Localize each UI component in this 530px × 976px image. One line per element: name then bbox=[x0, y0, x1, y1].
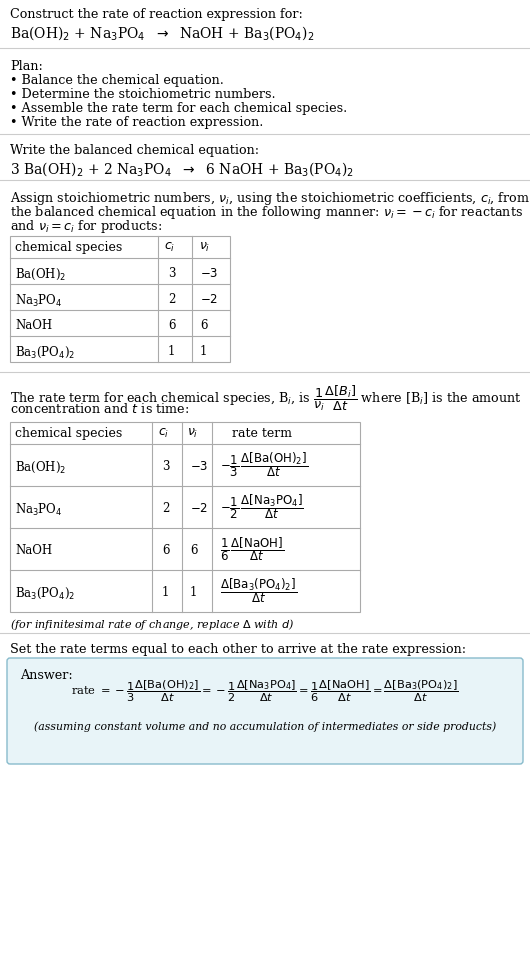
Text: Construct the rate of reaction expression for:: Construct the rate of reaction expressio… bbox=[10, 8, 303, 21]
Text: Na$_3$PO$_4$: Na$_3$PO$_4$ bbox=[15, 502, 63, 518]
Text: • Balance the chemical equation.: • Balance the chemical equation. bbox=[10, 74, 224, 87]
Text: $c_i$: $c_i$ bbox=[158, 427, 169, 440]
Text: $-3$: $-3$ bbox=[200, 267, 218, 280]
Text: 2: 2 bbox=[168, 293, 175, 306]
Bar bbox=[10, 236, 230, 362]
Text: 6: 6 bbox=[200, 319, 208, 332]
Text: chemical species: chemical species bbox=[15, 427, 122, 440]
Text: (for infinitesimal rate of change, replace $\Delta$ with $d$): (for infinitesimal rate of change, repla… bbox=[10, 617, 295, 632]
Text: $-2$: $-2$ bbox=[190, 502, 208, 515]
Text: NaOH: NaOH bbox=[15, 319, 52, 332]
Text: Ba(OH)$_2$ + Na$_3$PO$_4$  $\rightarrow$  NaOH + Ba$_3$(PO$_4$)$_2$: Ba(OH)$_2$ + Na$_3$PO$_4$ $\rightarrow$ … bbox=[10, 24, 314, 42]
Text: Assign stoichiometric numbers, $\nu_i$, using the stoichiometric coefficients, $: Assign stoichiometric numbers, $\nu_i$, … bbox=[10, 190, 530, 207]
Text: 2: 2 bbox=[162, 502, 170, 515]
Text: $\nu_i$: $\nu_i$ bbox=[199, 241, 210, 254]
Text: Ba$_3$(PO$_4$)$_2$: Ba$_3$(PO$_4$)$_2$ bbox=[15, 345, 75, 360]
Bar bbox=[10, 422, 360, 612]
Text: 3 Ba(OH)$_2$ + 2 Na$_3$PO$_4$  $\rightarrow$  6 NaOH + Ba$_3$(PO$_4$)$_2$: 3 Ba(OH)$_2$ + 2 Na$_3$PO$_4$ $\rightarr… bbox=[10, 160, 354, 178]
Text: $\nu_i$: $\nu_i$ bbox=[187, 427, 198, 440]
Text: Ba$_3$(PO$_4$)$_2$: Ba$_3$(PO$_4$)$_2$ bbox=[15, 586, 75, 601]
Text: (assuming constant volume and no accumulation of intermediates or side products): (assuming constant volume and no accumul… bbox=[34, 721, 496, 732]
Text: Write the balanced chemical equation:: Write the balanced chemical equation: bbox=[10, 144, 259, 157]
Text: $c_i$: $c_i$ bbox=[164, 241, 175, 254]
Text: 6: 6 bbox=[168, 319, 175, 332]
Text: $\dfrac{\Delta[\mathrm{Ba_3(PO_4)_2}]}{\Delta t}$: $\dfrac{\Delta[\mathrm{Ba_3(PO_4)_2}]}{\… bbox=[220, 577, 297, 605]
Text: chemical species: chemical species bbox=[15, 241, 122, 254]
Text: • Assemble the rate term for each chemical species.: • Assemble the rate term for each chemic… bbox=[10, 102, 347, 115]
Text: 6: 6 bbox=[190, 544, 198, 557]
Text: $-\dfrac{1}{3}\,\dfrac{\Delta[\mathrm{Ba(OH)_2}]}{\Delta t}$: $-\dfrac{1}{3}\,\dfrac{\Delta[\mathrm{Ba… bbox=[220, 451, 308, 479]
Text: $-\dfrac{1}{2}\,\dfrac{\Delta[\mathrm{Na_3PO_4}]}{\Delta t}$: $-\dfrac{1}{2}\,\dfrac{\Delta[\mathrm{Na… bbox=[220, 493, 304, 521]
Text: the balanced chemical equation in the following manner: $\nu_i = -c_i$ for react: the balanced chemical equation in the fo… bbox=[10, 204, 523, 221]
Text: 3: 3 bbox=[162, 460, 170, 473]
Text: concentration and $t$ is time:: concentration and $t$ is time: bbox=[10, 402, 190, 416]
Text: 1: 1 bbox=[168, 345, 175, 358]
Text: rate $= -\dfrac{1}{3}\dfrac{\Delta[\mathrm{Ba(OH)_2}]}{\Delta t} = -\dfrac{1}{2}: rate $= -\dfrac{1}{3}\dfrac{\Delta[\math… bbox=[71, 678, 459, 704]
Text: and $\nu_i = c_i$ for products:: and $\nu_i = c_i$ for products: bbox=[10, 218, 162, 235]
Text: Answer:: Answer: bbox=[20, 669, 73, 682]
Text: Ba(OH)$_2$: Ba(OH)$_2$ bbox=[15, 460, 66, 475]
Text: 1: 1 bbox=[190, 586, 197, 599]
Text: rate term: rate term bbox=[232, 427, 292, 440]
Text: • Determine the stoichiometric numbers.: • Determine the stoichiometric numbers. bbox=[10, 88, 276, 101]
Text: $-2$: $-2$ bbox=[200, 293, 218, 306]
Text: 3: 3 bbox=[168, 267, 175, 280]
FancyBboxPatch shape bbox=[7, 658, 523, 764]
Text: Set the rate terms equal to each other to arrive at the rate expression:: Set the rate terms equal to each other t… bbox=[10, 643, 466, 656]
Text: 6: 6 bbox=[162, 544, 170, 557]
Text: $-3$: $-3$ bbox=[190, 460, 208, 473]
Text: Ba(OH)$_2$: Ba(OH)$_2$ bbox=[15, 267, 66, 282]
Text: The rate term for each chemical species, B$_i$, is $\dfrac{1}{\nu_i}\dfrac{\Delt: The rate term for each chemical species,… bbox=[10, 384, 522, 413]
Text: NaOH: NaOH bbox=[15, 544, 52, 557]
Text: 1: 1 bbox=[200, 345, 207, 358]
Text: $\dfrac{1}{6}\,\dfrac{\Delta[\mathrm{NaOH}]}{\Delta t}$: $\dfrac{1}{6}\,\dfrac{\Delta[\mathrm{NaO… bbox=[220, 535, 284, 563]
Text: Na$_3$PO$_4$: Na$_3$PO$_4$ bbox=[15, 293, 63, 309]
Text: • Write the rate of reaction expression.: • Write the rate of reaction expression. bbox=[10, 116, 263, 129]
Text: 1: 1 bbox=[162, 586, 170, 599]
Text: Plan:: Plan: bbox=[10, 60, 43, 73]
